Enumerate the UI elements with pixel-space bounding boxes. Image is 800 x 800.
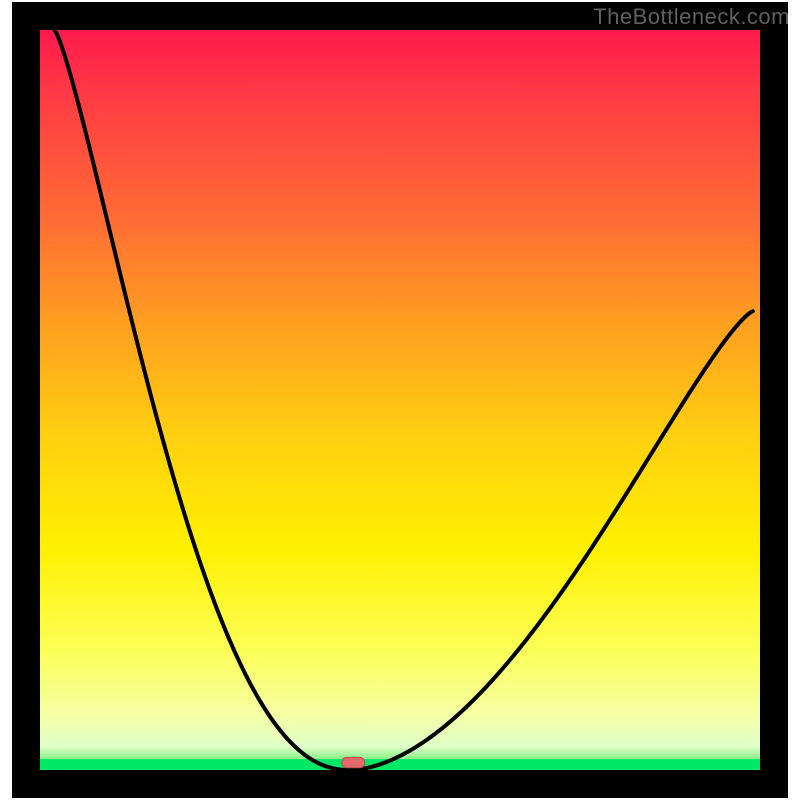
chart-svg	[0, 0, 800, 800]
chart-container: TheBottleneck.com	[0, 0, 800, 800]
watermark-text: TheBottleneck.com	[593, 4, 790, 30]
green-band	[40, 759, 760, 770]
notch-marker	[342, 757, 365, 767]
plot-background-gradient	[40, 30, 760, 770]
